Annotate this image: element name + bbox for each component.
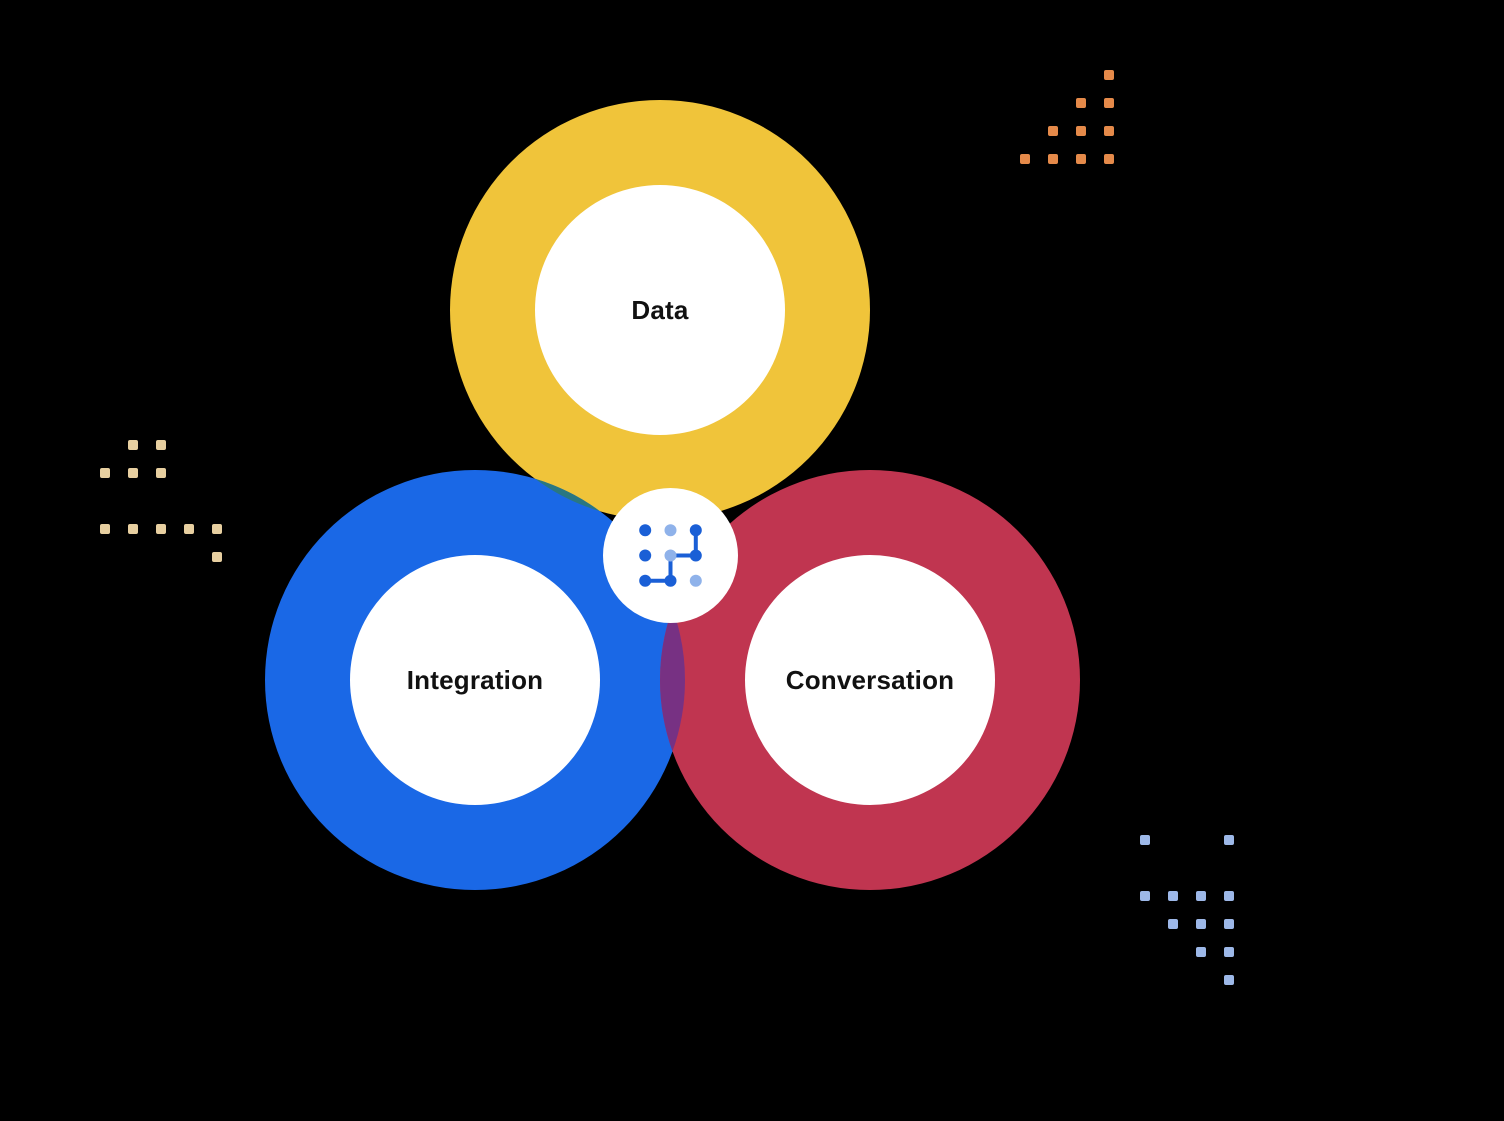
venn-label-integration: Integration [407, 665, 544, 696]
venn-label-conversation: Conversation [786, 665, 955, 696]
venn-label-data: Data [631, 295, 688, 326]
venn-center-badge [603, 488, 738, 623]
venn-inner-data: Data [535, 185, 785, 435]
venn-inner-conversation: Conversation [745, 555, 995, 805]
diagram-stage: Data Integration Conversation [0, 0, 1504, 1121]
venn-inner-integration: Integration [350, 555, 600, 805]
venn-overlaps [0, 0, 1504, 1121]
network-dots-icon [603, 488, 738, 623]
